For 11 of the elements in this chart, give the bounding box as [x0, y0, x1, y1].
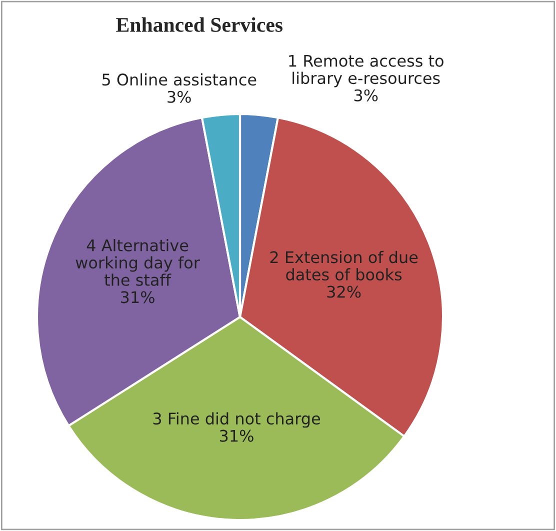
data-label: 3%	[168, 90, 191, 103]
data-label: 31%	[220, 430, 254, 442]
slice-label: 1 Remote access to library e-resources	[289, 54, 444, 88]
data-label: 31%	[121, 291, 154, 304]
data-label: 32%	[327, 286, 361, 298]
slice-label: 5 Online assistance	[102, 73, 256, 86]
chart-title: Enhanced Services	[116, 17, 283, 32]
slice-label: 3 Fine did not charge	[153, 412, 320, 428]
slice-label: 4 Alternative working day for the staff	[76, 239, 200, 286]
data-label: 3%	[354, 89, 378, 102]
slice-label: 2 Extension of due dates of books	[270, 250, 418, 281]
